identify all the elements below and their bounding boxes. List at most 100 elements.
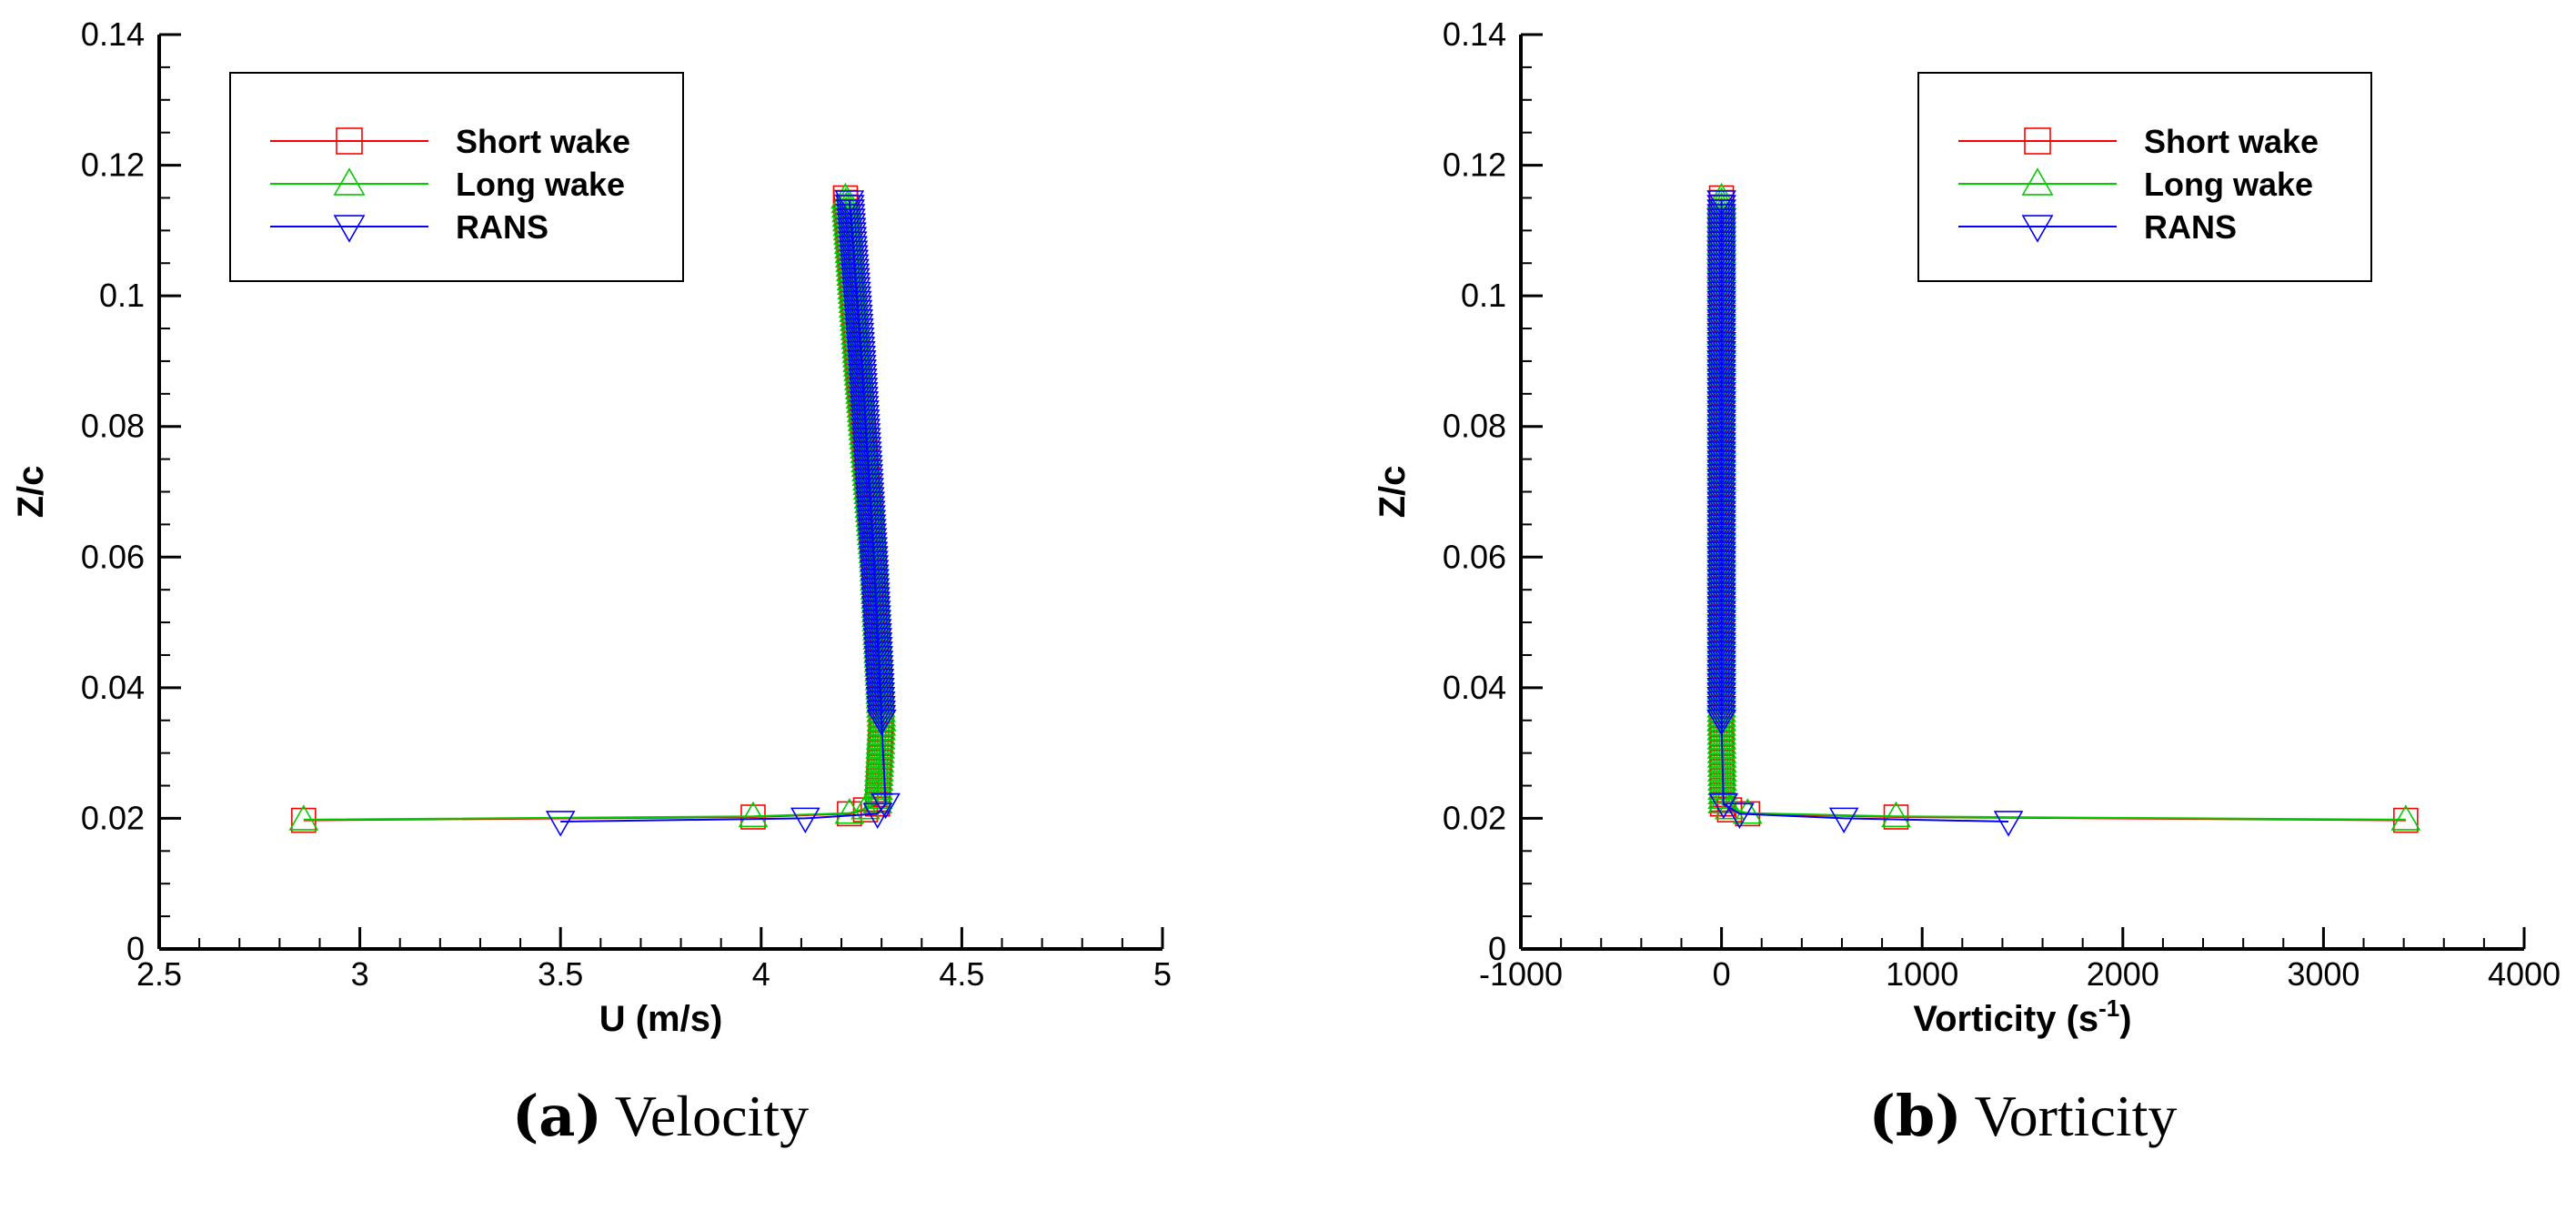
- data-point-dense: [865, 732, 896, 759]
- x-axis-title: Vorticity (s-1): [1913, 994, 2131, 1039]
- series-line: [1720, 197, 2406, 821]
- x-tick-label: 3000: [2287, 955, 2360, 993]
- caption: (b) Vorticity: [1869, 1083, 2178, 1149]
- data-point-dense: [836, 208, 866, 235]
- data-point-dense: [857, 528, 888, 554]
- data-point-dense: [852, 455, 883, 481]
- legend-marker: [2021, 167, 2054, 196]
- data-point: [1706, 709, 1736, 736]
- data-point-dense: [847, 355, 877, 381]
- x-tick-label: 4000: [2488, 955, 2561, 993]
- data-point-dense: [844, 327, 875, 354]
- y-tick-label: 0.14: [81, 15, 145, 53]
- y-axis-title: Z/c: [11, 466, 51, 519]
- data-point: [288, 804, 319, 831]
- data-point-dense: [852, 446, 882, 472]
- data-point-dense: [1706, 208, 1736, 235]
- data-point: [1725, 802, 1755, 829]
- series-rans: [1706, 190, 2024, 837]
- data-point-dense: [843, 313, 874, 340]
- data-point-dense: [839, 249, 870, 276]
- series-line: [560, 200, 887, 823]
- data-point-dense: [865, 723, 896, 750]
- data-point-dense: [842, 295, 872, 322]
- data-point-dense: [850, 405, 880, 431]
- chart-panel-velocity: 2.5 3 3.5 4 4.5 5 0 0.02 0.04 0.06 0.08 0.1 0.12 0.14…: [11, 15, 1172, 1149]
- y-tick-label: 0.08: [1443, 408, 1506, 445]
- legend: Short wake Long wake RANS: [1917, 72, 2372, 282]
- data-point: [1993, 811, 2024, 837]
- legend-label: RANS: [456, 208, 548, 246]
- data-point: [834, 190, 865, 217]
- data-point: [1828, 807, 1859, 833]
- data-point: [866, 709, 897, 736]
- legend-marker: [2021, 215, 2054, 243]
- data-point-dense: [835, 204, 866, 230]
- y-tick-label: 0: [1488, 930, 1506, 967]
- data-point-dense: [853, 469, 884, 495]
- data-point: [1708, 792, 1739, 820]
- data-point-dense: [851, 432, 881, 459]
- series-line: [303, 197, 883, 821]
- data-point-dense: [866, 714, 897, 741]
- data-point-dense: [854, 482, 885, 509]
- data-point-dense: [836, 217, 867, 244]
- data-point-dense: [841, 286, 872, 313]
- data-point: [870, 792, 901, 820]
- data-point-dense: [850, 423, 881, 449]
- x-tick-label: 0: [1713, 955, 1731, 993]
- legend: Short wake Long wake RANS: [229, 72, 684, 282]
- data-point-dense: [850, 414, 880, 440]
- data-point-dense: [864, 755, 894, 782]
- caption-text: Velocity: [615, 1084, 809, 1148]
- x-tick-label: 2.5: [136, 955, 182, 993]
- x-tick-label: 5: [1153, 955, 1172, 993]
- legend-box: [1917, 72, 2372, 282]
- data-point-dense: [855, 491, 885, 518]
- y-tick-label: 0.06: [81, 538, 145, 575]
- data-point-dense: [838, 240, 869, 267]
- data-point: [1715, 793, 1745, 820]
- x-tick-label: 4.5: [939, 955, 984, 993]
- data-point-dense: [856, 510, 887, 536]
- data-point-dense: [838, 236, 868, 262]
- data-point-dense: [840, 272, 871, 299]
- data-point-dense: [847, 368, 878, 395]
- data-point-dense: [847, 359, 878, 386]
- data-point-dense: [834, 195, 865, 221]
- x-axis-title: U (m/s): [599, 999, 723, 1039]
- x-axis-title-superscript: -1: [2098, 994, 2119, 1022]
- y-tick-label: 0.02: [81, 799, 145, 836]
- data-point-dense: [856, 514, 887, 540]
- data-point-dense: [846, 346, 877, 372]
- legend-marker: [333, 215, 366, 243]
- data-point-dense: [857, 519, 887, 545]
- data-point: [738, 801, 769, 828]
- x-tick-label: 2000: [2087, 955, 2159, 993]
- caption-text: Vorticity: [1975, 1084, 2178, 1148]
- chart-panel-vorticity: -1000 0 1000 2000 3000 400000.020.040.060.080…: [1373, 15, 2561, 1149]
- data-point-dense: [850, 419, 881, 445]
- legend-label: Short wake: [2144, 123, 2319, 160]
- legend-marker: [333, 167, 366, 196]
- data-point-dense: [854, 473, 884, 500]
- data-point-dense: [841, 290, 872, 318]
- data-point-dense: [840, 258, 870, 285]
- legend-box: [229, 72, 684, 282]
- data-point-dense: [1706, 195, 1736, 221]
- data-point-dense: [849, 387, 879, 413]
- data-point: [850, 793, 880, 820]
- data-point-dense: [837, 231, 868, 257]
- data-point-dense: [1707, 773, 1737, 800]
- series-line: [303, 197, 883, 822]
- data-point-dense: [857, 523, 888, 550]
- data-point-dense: [845, 337, 876, 363]
- data-point-dense: [853, 464, 884, 490]
- data-point-dense: [864, 746, 895, 772]
- data-point-dense: [855, 500, 886, 527]
- data-point-dense: [849, 391, 880, 418]
- data-point-dense: [865, 728, 896, 754]
- x-tick-label: 3: [351, 955, 369, 993]
- y-tick-label: 0: [126, 930, 145, 967]
